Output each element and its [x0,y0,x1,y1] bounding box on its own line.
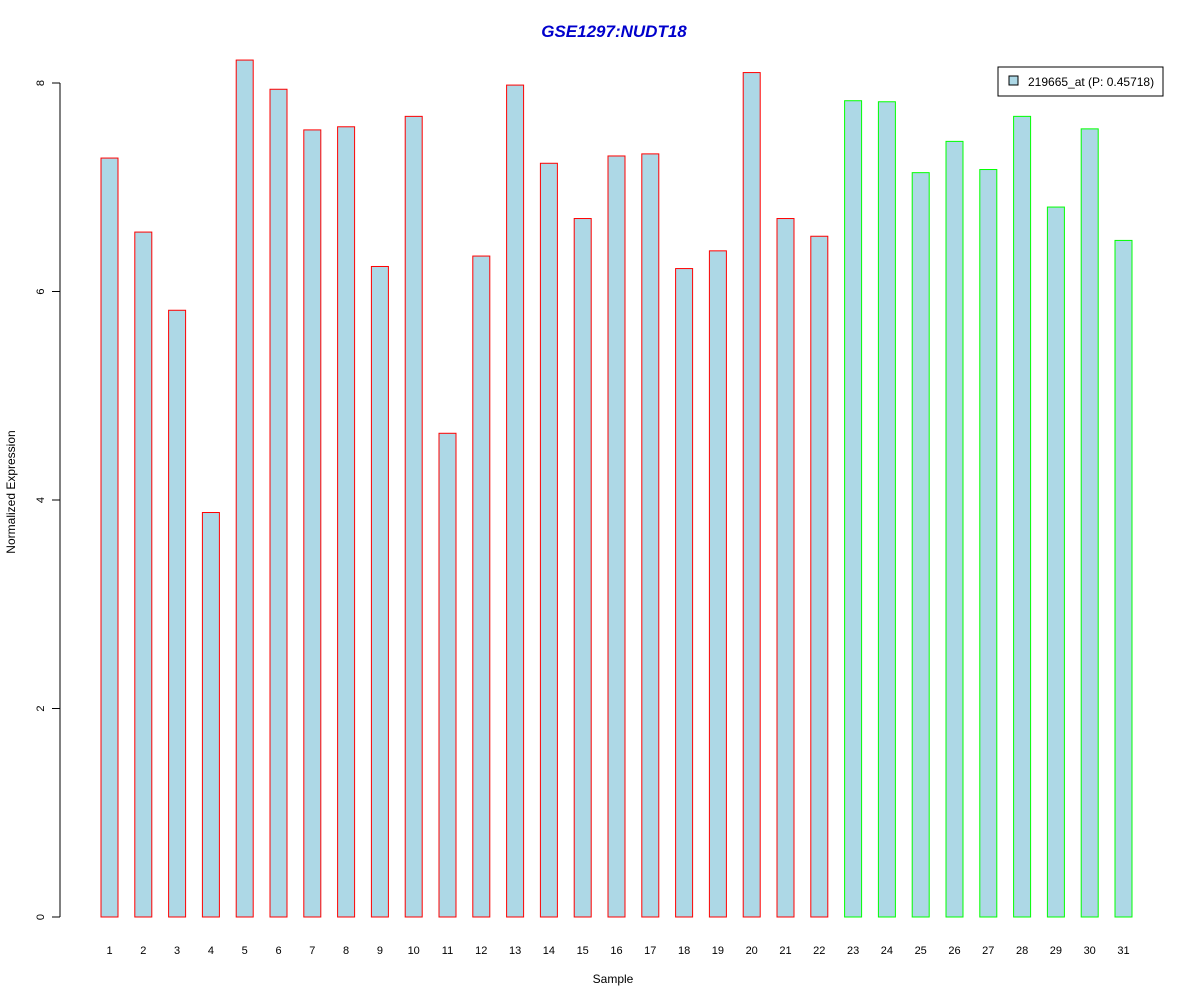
bars [100,59,1133,918]
bar-sample-4 [201,512,220,918]
bar-sample-5 [235,59,254,918]
bar-sample-16 [607,155,626,918]
bar-sample-1 [100,157,119,918]
x-tick-label: 31 [1117,945,1129,957]
x-tick-label: 17 [644,945,656,957]
legend-swatch [1008,75,1019,86]
x-tick-label: 11 [442,945,453,957]
x-tick-label: 26 [948,945,960,957]
x-tick-label: 10 [408,945,420,957]
bar-sample-6 [269,88,288,918]
bar-sample-19 [708,250,727,918]
x-tick-label: 14 [543,945,555,957]
bar-sample-22 [810,235,829,918]
x-tick-label: 4 [208,945,214,957]
bar-sample-21 [776,218,795,918]
x-tick-label: 5 [242,945,248,957]
bar-sample-8 [337,126,356,918]
bar-sample-3 [168,309,187,918]
x-tick-label: 12 [475,945,487,957]
x-tick-label: 1 [106,945,112,957]
x-tick-label: 3 [174,945,180,957]
bar-sample-29 [1046,206,1065,918]
x-axis-label: Sample [593,972,634,986]
bar-sample-23 [844,100,863,918]
y-axis-label: Normalized Expression [4,430,18,553]
chart-title: GSE1297:NUDT18 [541,22,687,41]
legend-box [997,66,1164,97]
legend-label: 219665_at (P: 0.45718) [1028,75,1154,89]
bar-sample-20 [742,72,761,918]
legend: 219665_at (P: 0.45718) [997,66,1164,97]
x-tick-label: 25 [915,945,927,957]
x-tick-label: 7 [309,945,315,957]
x-tick-label: 30 [1084,945,1096,957]
bar-sample-2 [134,231,153,918]
y-tick-label: 6 [35,288,47,294]
x-tick-label: 28 [1016,945,1028,957]
x-tick-label: 15 [577,945,589,957]
y-tick-label: 4 [35,497,47,503]
bar-sample-9 [370,265,389,918]
bar-sample-15 [573,218,592,918]
bar-sample-13 [506,84,525,918]
x-tick-label: 13 [509,945,521,957]
x-tick-label: 16 [610,945,622,957]
bar-sample-28 [1013,115,1032,918]
y-axis: 0 2 4 6 8 [35,80,61,920]
y-tick-label: 0 [35,914,47,920]
bar-sample-25 [911,172,930,918]
x-tick-label: 27 [982,945,994,957]
bar-sample-12 [472,255,491,918]
x-tick-label: 6 [275,945,281,957]
y-tick-label: 2 [35,705,47,711]
bar-sample-10 [404,115,423,918]
bar-sample-14 [539,162,558,918]
x-tick-labels: 1 2 3 4 5 6 7 8 9 10 11 12 13 14 15 16 17 18 19 20 21 22 23 24 2… [106,945,1129,957]
bar-sample-26 [945,140,964,918]
x-tick-label: 18 [678,945,690,957]
x-tick-label: 22 [813,945,825,957]
bar-sample-17 [641,153,660,918]
bar-sample-18 [675,268,694,918]
x-tick-label: 23 [847,945,859,957]
y-tick-label: 8 [35,80,47,86]
x-tick-label: 21 [779,945,791,957]
x-tick-label: 24 [881,945,893,957]
x-tick-label: 20 [746,945,758,957]
x-tick-label: 29 [1050,945,1062,957]
bar-sample-11 [438,432,457,918]
x-tick-label: 9 [377,945,383,957]
bar-sample-30 [1080,128,1099,918]
bar-sample-24 [877,101,896,918]
bar-sample-31 [1114,239,1133,918]
bar-sample-7 [303,129,322,918]
x-tick-label: 2 [140,945,146,957]
x-tick-label: 19 [712,945,724,957]
x-tick-label: 8 [343,945,349,957]
bar-sample-27 [979,169,998,918]
